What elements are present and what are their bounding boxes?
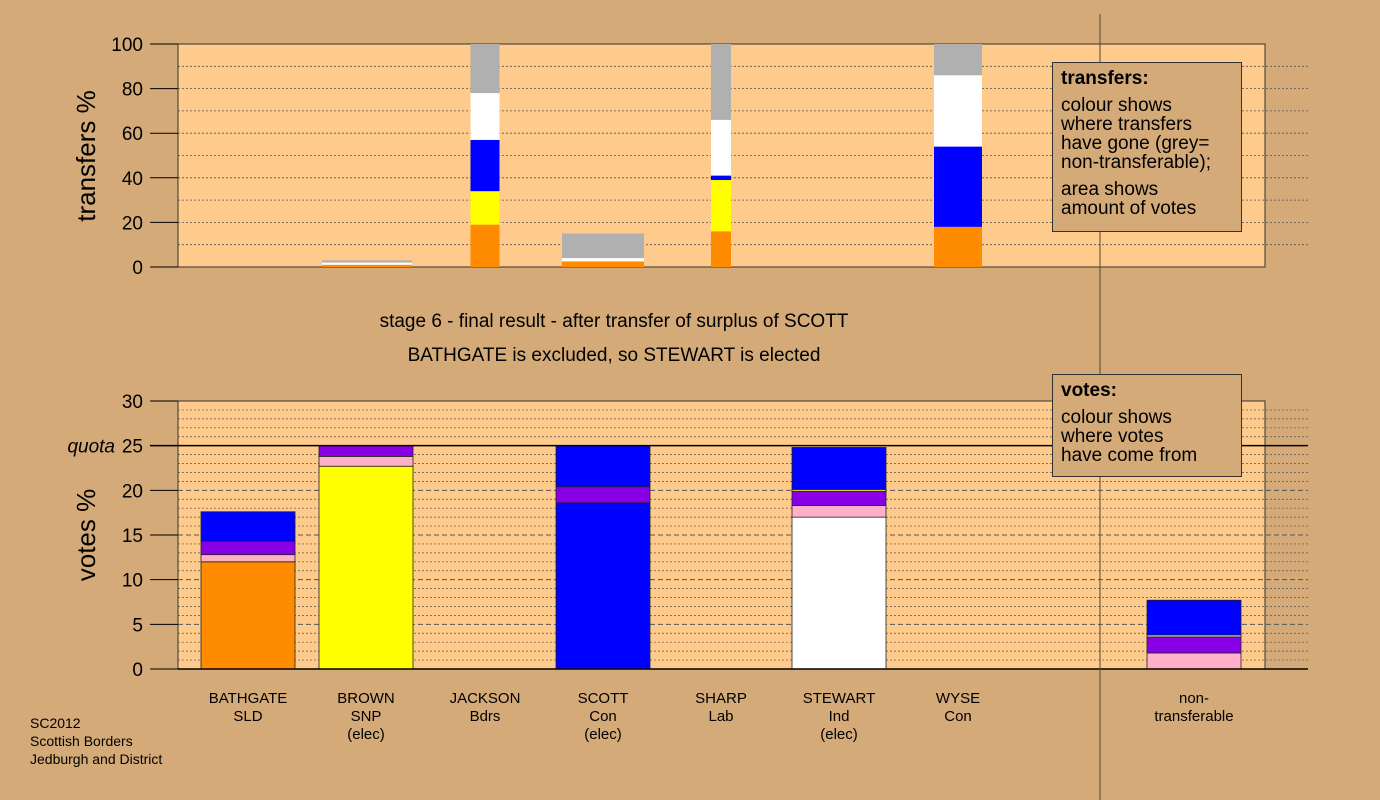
votes-bar-segment xyxy=(200,561,296,670)
transfers-bar-segment xyxy=(934,146,982,227)
transfers-bars xyxy=(322,44,982,267)
transfers-bar-segment xyxy=(711,231,731,267)
candidate-label: Ind xyxy=(829,708,850,725)
transfers-bar-segment xyxy=(934,44,982,76)
votes-bar-segment xyxy=(318,465,414,670)
votes-tick-label: 0 xyxy=(132,660,143,681)
votes-bars xyxy=(200,445,1242,670)
votes-y-ticks: 0 5 10 15 20 25 30 xyxy=(122,392,178,681)
candidate-label: (elec) xyxy=(584,726,622,743)
transfers-legend-line: where transfers xyxy=(1061,114,1192,135)
votes-legend-line: colour shows xyxy=(1061,407,1172,428)
transfers-legend-line: non-transferable); xyxy=(1061,152,1211,173)
candidate-label: STEWART xyxy=(803,690,876,707)
votes-bar-segment xyxy=(555,445,651,488)
transfers-bar-segment xyxy=(562,261,644,267)
transfers-bar-segment xyxy=(470,44,500,94)
votes-bar-segment xyxy=(200,511,296,542)
transfers-bar-segment xyxy=(470,224,500,267)
votes-bar-segment xyxy=(200,540,296,556)
votes-tick-label: 25 xyxy=(122,437,143,458)
votes-bar-segment xyxy=(791,447,887,490)
votes-tick-label: 20 xyxy=(122,481,143,502)
transfers-legend: transfers: colour shows where transfers … xyxy=(1052,62,1242,232)
candidate-label: SHARP xyxy=(695,690,747,707)
transfers-tick-label: 100 xyxy=(111,35,143,56)
quota-label: quota xyxy=(67,437,115,458)
votes-legend-title: votes: xyxy=(1061,380,1117,401)
votes-tick-label: 30 xyxy=(122,392,143,413)
candidate-label: Bdrs xyxy=(470,708,501,725)
transfers-bar-segment xyxy=(562,233,644,259)
candidate-label: Con xyxy=(944,708,972,725)
votes-legend: votes: colour shows where votes have com… xyxy=(1052,374,1242,477)
transfers-bar-segment xyxy=(322,260,412,263)
votes-legend-line: where votes xyxy=(1061,426,1164,447)
votes-bar-segment xyxy=(1146,636,1242,654)
votes-bar-segment xyxy=(555,486,651,504)
transfers-tick-label: 0 xyxy=(132,258,143,279)
stage-subtitle: BATHGATE is excluded, so STEWART is elec… xyxy=(408,345,821,366)
transfers-bar-segment xyxy=(562,258,644,262)
transfers-legend-line: area shows xyxy=(1061,179,1159,200)
transfers-bar-segment xyxy=(470,139,500,192)
transfers-bar-segment xyxy=(711,180,731,232)
candidate-label: BROWN xyxy=(337,690,395,707)
votes-legend-line: have come from xyxy=(1061,445,1198,466)
votes-tick-label: 5 xyxy=(132,615,143,636)
transfers-legend-line: colour shows xyxy=(1061,95,1172,116)
candidate-label: (elec) xyxy=(347,726,385,743)
transfers-bar-segment xyxy=(711,119,731,176)
candidate-label: non- xyxy=(1179,690,1209,707)
votes-bar-segment xyxy=(318,445,414,457)
transfers-tick-label: 40 xyxy=(122,169,143,190)
votes-bar-segment xyxy=(1146,652,1242,670)
transfers-bar-segment xyxy=(711,44,731,120)
transfers-y-axis-label: transfers % xyxy=(71,90,101,222)
election-footer: SC2012 Scottish Borders Jedburgh and Dis… xyxy=(30,714,162,768)
candidate-label: SLD xyxy=(233,708,262,725)
votes-bar-segment xyxy=(555,502,651,670)
transfers-bar-segment xyxy=(934,226,982,267)
candidate-label: Con xyxy=(589,708,617,725)
transfers-legend-title: transfers: xyxy=(1061,68,1149,89)
candidate-label: BATHGATE xyxy=(209,690,288,707)
votes-y-axis-label: votes % xyxy=(71,489,101,582)
votes-bar-segment xyxy=(318,455,414,467)
stage-title: stage 6 - final result - after transfer … xyxy=(380,311,849,332)
candidate-label: SNP xyxy=(351,708,382,725)
candidate-label: WYSE xyxy=(936,690,980,707)
transfers-bar-segment xyxy=(711,175,731,181)
transfers-legend-line: amount of votes xyxy=(1061,198,1197,219)
transfers-y-ticks: 0 20 40 60 80 100 xyxy=(111,35,178,279)
transfers-bar-segment xyxy=(322,262,412,265)
transfers-tick-label: 80 xyxy=(122,80,143,101)
transfers-bar-segment xyxy=(470,191,500,225)
transfers-legend-line: have gone (grey= xyxy=(1061,133,1210,154)
candidate-label: Lab xyxy=(708,708,733,725)
transfers-bar-segment xyxy=(470,93,500,140)
candidate-label: (elec) xyxy=(820,726,858,743)
transfers-bar-segment xyxy=(322,264,412,267)
candidate-labels: BATHGATESLDBROWNSNP(elec)JACKSONBdrsSCOT… xyxy=(209,690,1234,743)
votes-bar-segment xyxy=(791,505,887,518)
footer-line: SC2012 xyxy=(30,715,81,731)
candidate-label: SCOTT xyxy=(578,690,629,707)
transfers-tick-label: 60 xyxy=(122,124,143,145)
votes-tick-label: 15 xyxy=(122,526,143,547)
votes-bar-segment xyxy=(200,554,296,563)
votes-bar-segment xyxy=(791,490,887,506)
transfers-bar-segment xyxy=(934,75,982,147)
candidate-label: transferable xyxy=(1154,708,1233,725)
votes-bar-segment xyxy=(1146,599,1242,636)
footer-line: Scottish Borders xyxy=(30,733,133,749)
footer-line: Jedburgh and District xyxy=(30,751,163,767)
votes-bar-segment xyxy=(791,516,887,670)
candidate-label: JACKSON xyxy=(450,690,521,707)
votes-tick-label: 10 xyxy=(122,571,143,592)
transfers-tick-label: 20 xyxy=(122,213,143,234)
